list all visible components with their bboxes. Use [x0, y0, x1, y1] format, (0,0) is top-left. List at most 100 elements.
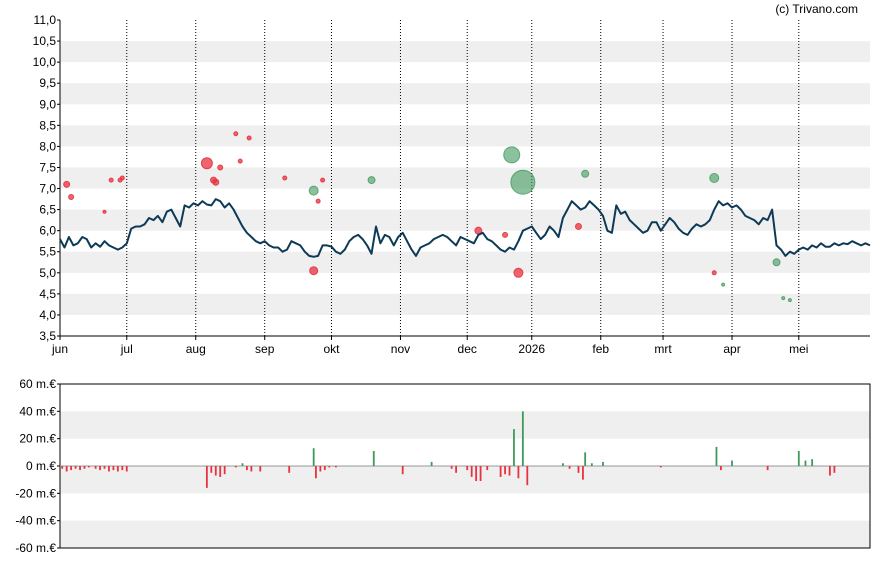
volume-bar-buy — [74, 466, 77, 469]
volume-bar-sell — [715, 446, 718, 466]
price-grid-band — [60, 125, 870, 147]
buy-marker — [63, 180, 71, 188]
price-x-tick-label: jul — [120, 342, 133, 356]
volume-bar-buy — [455, 466, 457, 473]
price-y-tick-label: 5,0 — [39, 266, 56, 280]
volume-bar-sell — [430, 461, 433, 466]
volume-bar-buy — [517, 466, 520, 479]
price-y-tick-label: 6,0 — [39, 224, 56, 238]
price-grid-band — [60, 167, 870, 189]
buy-marker — [233, 131, 239, 137]
volume-bar-buy — [486, 466, 489, 471]
buy-marker — [108, 177, 114, 183]
volume-bar-buy — [568, 466, 571, 469]
volume-bar-buy — [319, 466, 322, 472]
price-y-tick-label: 3,5 — [39, 329, 56, 343]
volume-bar-buy — [335, 466, 337, 468]
volume-bar-sell — [590, 463, 593, 466]
price-y-tick-label: 6,5 — [39, 203, 56, 217]
volume-bar-buy — [88, 466, 90, 468]
price-panel: 11,0 10,5 10,0 9,5 9,0 8,5 8,0 7,5 7,0 6,5 6,0 5,5 5… — [33, 13, 871, 356]
buy-marker — [502, 231, 509, 238]
volume-bar-buy — [829, 466, 831, 476]
volume-bar-buy — [766, 466, 769, 471]
sell-marker — [787, 298, 792, 303]
volume-bar-sell — [584, 452, 587, 466]
buy-marker — [217, 164, 224, 171]
price-grid-band — [60, 41, 870, 63]
price-grid-band — [60, 83, 870, 105]
volume-y-tick-label: 40 m.€ — [19, 404, 56, 418]
volume-bar-buy — [70, 466, 73, 471]
volume-bar-sell — [372, 450, 375, 466]
volume-grid-band — [60, 520, 870, 548]
volume-bar-buy — [210, 466, 213, 473]
buy-marker — [315, 198, 321, 204]
volume-y-tick-label: 0 m.€ — [26, 459, 56, 473]
volume-bar-buy — [250, 466, 253, 472]
volume-bar-buy — [223, 466, 226, 475]
volume-bar-buy — [234, 466, 237, 468]
price-x-tick-label: aug — [186, 342, 206, 356]
price-line — [59, 198, 871, 258]
price-y-tick-label: 11,0 — [34, 13, 57, 27]
price-x-tick-label: mei — [789, 342, 808, 356]
volume-bar-buy — [450, 466, 453, 469]
price-y-tick-label: 10,0 — [33, 55, 57, 69]
volume-y-tick-label: -40 m.€ — [15, 514, 56, 528]
price-y-tick-label: 8,0 — [39, 139, 56, 153]
buy-marker — [102, 209, 107, 214]
volume-bar-sell — [804, 460, 807, 466]
volume-bar-buy — [108, 466, 110, 472]
volume-bar-buy — [323, 466, 326, 471]
volume-bar-buy — [99, 466, 101, 471]
volume-bar-buy — [94, 466, 97, 469]
volume-bar-sell — [241, 463, 244, 466]
buy-marker — [320, 177, 326, 183]
price-x-tick-label: okt — [323, 342, 340, 356]
sell-marker — [510, 169, 536, 195]
price-y-tick-label: 4,5 — [39, 287, 56, 301]
buy-marker — [200, 157, 213, 170]
volume-bar-buy — [121, 466, 124, 471]
price-grid-band — [60, 209, 870, 231]
volume-bar-buy — [112, 466, 115, 471]
volume-bar-buy — [219, 466, 222, 477]
volume-bar-buy — [103, 466, 106, 469]
sell-marker — [772, 258, 781, 267]
buy-marker — [513, 267, 524, 278]
volume-bar-buy — [479, 466, 482, 482]
volume-bar-buy — [288, 466, 291, 473]
volume-bar-sell — [731, 460, 733, 466]
volume-grid-band — [60, 411, 870, 439]
price-x-tick-label: sep — [255, 342, 275, 356]
buy-marker — [68, 193, 75, 200]
buy-marker — [309, 266, 319, 276]
buy-marker — [574, 222, 582, 230]
price-x-tick-label: feb — [592, 342, 609, 356]
volume-bar-sell — [513, 429, 515, 466]
price-grid-band — [60, 293, 870, 315]
volume-y-tick-label: -20 m.€ — [15, 486, 56, 500]
volume-bar-buy — [65, 466, 68, 472]
volume-y-tick-label: -60 m.€ — [15, 541, 56, 555]
price-x-tick-label: dec — [458, 342, 477, 356]
price-x-tick-label: nov — [391, 342, 410, 356]
buy-marker — [237, 158, 243, 164]
volume-bar-buy — [526, 466, 529, 486]
volume-bar-buy — [582, 466, 584, 480]
volume-bar-buy — [508, 466, 511, 476]
volume-bar-buy — [499, 466, 502, 477]
volume-bar-buy — [205, 466, 208, 488]
sell-marker — [781, 296, 786, 301]
price-y-tick-label: 4,0 — [39, 308, 56, 322]
volume-bar-sell — [521, 411, 524, 466]
volume-bar-buy — [61, 466, 64, 469]
volume-bar-buy — [475, 466, 478, 482]
volume-bar-buy — [246, 466, 248, 471]
buy-marker — [119, 175, 125, 181]
volume-bar-buy — [116, 466, 119, 472]
price-y-tick-label: 8,5 — [39, 118, 56, 132]
volume-bar-sell — [797, 450, 800, 466]
